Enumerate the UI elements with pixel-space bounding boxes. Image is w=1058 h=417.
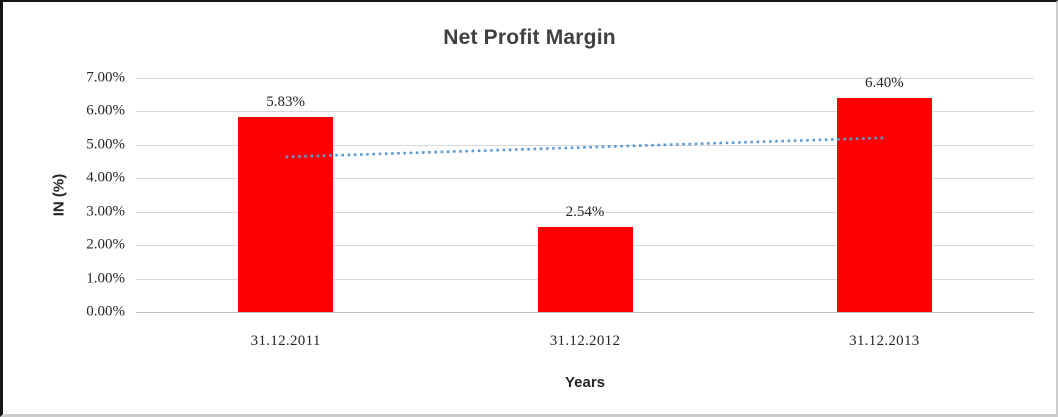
plot-area: 5.83% 2.54% 6.40% xyxy=(136,75,1034,313)
bar-data-label: 6.40% xyxy=(864,75,904,92)
y-tick-label: 3.00% xyxy=(86,203,125,220)
y-tick-label: 4.00% xyxy=(86,169,125,186)
gridline xyxy=(136,111,1034,113)
x-axis-line xyxy=(136,312,1034,313)
x-tick-label: 31.12.2011 xyxy=(250,333,321,349)
chart-title: Net Profit Margin xyxy=(443,26,616,49)
y-tick-label: 7.00% xyxy=(86,69,125,86)
x-tick-label: 31.12.2013 xyxy=(849,333,920,349)
bar-data-label: 5.83% xyxy=(266,94,306,111)
bar-31.12.2012 xyxy=(537,227,633,312)
y-tick-label: 6.00% xyxy=(86,102,125,119)
x-tick-label: 31.12.2012 xyxy=(549,333,621,349)
y-tick-label: 0.00% xyxy=(86,303,125,320)
gridline xyxy=(136,211,1034,213)
bar-data-label: 2.54% xyxy=(565,204,605,221)
gridline xyxy=(136,144,1034,146)
gridline xyxy=(136,178,1034,180)
x-axis-title: Years xyxy=(564,374,606,391)
y-tick-label: 5.00% xyxy=(86,136,125,153)
trendline xyxy=(285,136,885,159)
y-tick-label: 2.00% xyxy=(86,236,125,253)
y-tick-label: 1.00% xyxy=(86,270,125,287)
gridline xyxy=(136,78,1034,79)
bar-31.12.2011 xyxy=(238,117,334,312)
bar-31.12.2013 xyxy=(836,98,932,312)
